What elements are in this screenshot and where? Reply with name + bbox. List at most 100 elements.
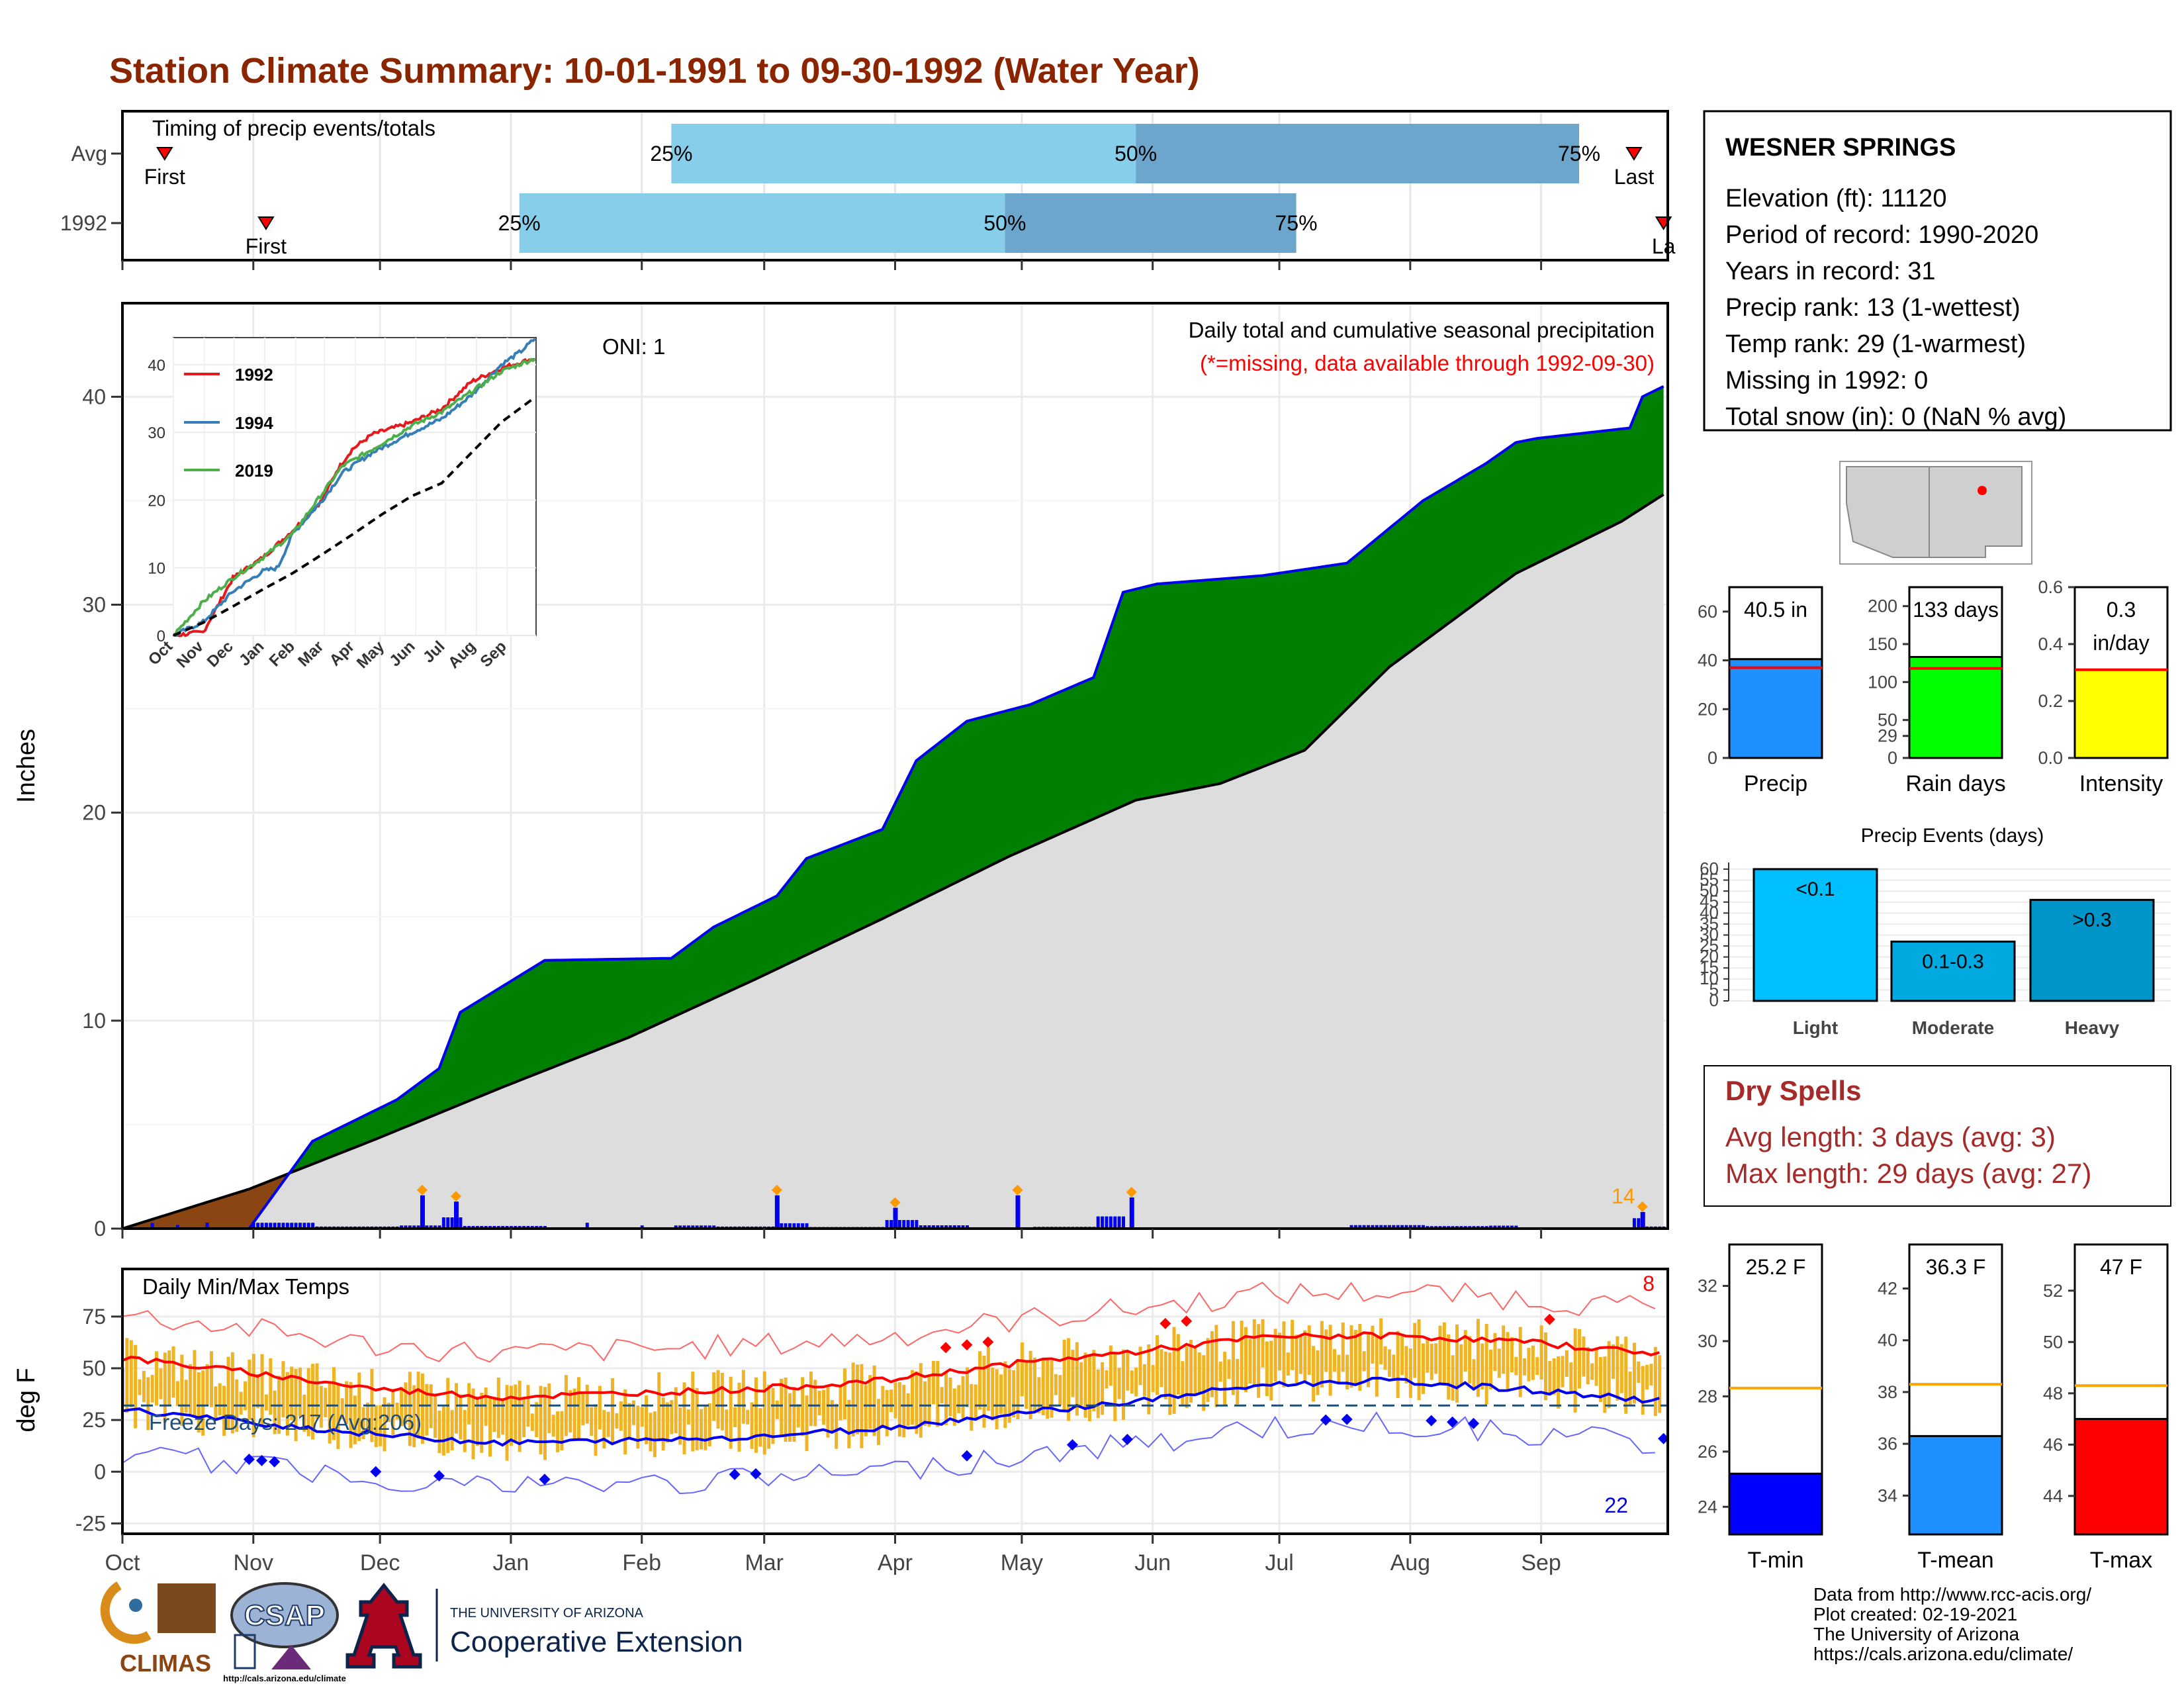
daily-temp-range [302,1394,306,1432]
daily-temp-range [923,1381,927,1426]
daily-temp-range [467,1383,471,1425]
temp-x-tick-label: Oct [105,1550,140,1575]
daily-temp-range [665,1402,669,1443]
daily-temp-range [1324,1329,1328,1372]
daily-temp-range [361,1407,365,1440]
daily-temp-range [387,1403,390,1423]
daily-precip-bar-large [1129,1197,1134,1229]
timing-label: Timing of precip events/totals [152,116,435,140]
daily-temp-range [1278,1333,1282,1371]
daily-temp-range [965,1367,969,1407]
daily-temp-range [125,1338,129,1413]
daily-temp-range [636,1405,640,1449]
daily-temp-range [611,1378,615,1444]
ua-top-text: THE UNIVERSITY OF ARIZONA [450,1606,644,1620]
daily-precip-bar [704,1225,707,1229]
precip-summary-value-unit: in/day [2093,631,2149,655]
avg-min-temp-line [122,1376,1660,1447]
daily-temp-range [539,1385,543,1454]
daily-temp-range [936,1360,940,1427]
temp-x-tick-label: Sep [1521,1550,1561,1575]
daily-temp-range [1649,1364,1653,1385]
daily-precip-bar-large [454,1201,459,1229]
inset-x-tick-label: Jul [420,637,449,667]
daily-temp-range [226,1356,230,1430]
daily-temp-range [379,1405,383,1446]
daily-temp-range [1637,1361,1641,1383]
daily-temp-range [488,1397,492,1457]
daily-temp-range [273,1390,277,1434]
daily-temp-range [484,1387,488,1426]
daily-precip-bar [1362,1225,1366,1229]
daily-precip-bar [285,1223,289,1229]
timing-bar-q25-q50 [671,124,1136,183]
daily-temp-range [155,1351,159,1406]
daily-temp-range [1543,1332,1547,1401]
csap-text: CSAP [244,1599,325,1632]
daily-precip-bar [700,1225,704,1229]
daily-temp-range [1328,1325,1332,1396]
daily-temp-range [1518,1327,1522,1397]
daily-temp-range [1286,1352,1290,1376]
station-snow: Total snow (in): 0 (NaN % avg) [1725,403,2066,431]
daily-temp-range [1404,1346,1408,1383]
record-high-marker [1181,1315,1193,1327]
daily-temp-range [1578,1329,1582,1389]
large-event-marker [1126,1186,1137,1197]
daily-temp-range [1624,1336,1628,1414]
daily-temp-range [1181,1361,1185,1407]
daily-temp-range [1257,1324,1261,1398]
daily-temp-range [1261,1319,1265,1368]
daily-temp-range [746,1409,750,1425]
raindays-category-label: Rain days [1905,771,2005,796]
daily-temp-range [543,1387,547,1460]
daily-precip-bar [897,1220,901,1229]
daily-temp-range [978,1351,982,1410]
inset-series-1994 [173,338,536,637]
intensity-category-label: Intensity [2079,771,2163,796]
temp-y-tick-label: 50 [82,1356,106,1380]
oni-label: ONI: 1 [602,334,665,359]
daily-temp-range [336,1384,340,1449]
events-y-tick-label: 40 [1700,902,1719,922]
daily-precip-bar [416,1225,420,1229]
csap-url: http://cals.arizona.edu/climate [223,1673,346,1683]
daily-temp-range [400,1387,404,1427]
daily-temp-range [1197,1352,1201,1395]
daily-precip-bar [311,1223,315,1229]
daily-temp-range [1071,1350,1075,1397]
daily-temp-range [1156,1335,1160,1395]
daily-temp-range [1603,1356,1607,1413]
daily-precip-bar [796,1223,800,1229]
daily-temp-range [1223,1352,1227,1405]
daily-temp-range [1087,1354,1091,1421]
daily-temp-range [830,1399,834,1434]
daily-temp-range [1582,1336,1586,1377]
daily-temp-range [944,1372,948,1425]
daily-precip-bar [446,1217,450,1229]
daily-temp-range [889,1389,893,1413]
daily-temp-range [1138,1346,1142,1385]
daily-temp-range [459,1394,463,1440]
inset-x-tick-label: Oct [145,637,176,669]
inset-x-tick-label: Feb [266,637,298,670]
daily-temp-range [1295,1335,1298,1383]
first-event-marker [257,216,275,230]
daily-temp-range [1117,1368,1121,1399]
daily-temp-range [1455,1324,1459,1403]
large-event-marker [889,1197,901,1208]
daily-temp-range [686,1409,690,1425]
daily-temp-range [201,1370,205,1436]
daily-precip-bar [931,1225,935,1229]
daily-temp-range [682,1382,686,1455]
daily-temp-range [244,1381,248,1411]
daily-temp-range [670,1400,674,1434]
last-event-label: Last [1614,165,1655,189]
daily-temp-range [383,1397,387,1452]
large-event-marker [1637,1201,1648,1212]
daily-temp-range [1472,1359,1476,1391]
daily-precip-bar [1375,1225,1379,1229]
daily-temp-range [1345,1354,1349,1389]
timing-bar-q50-q75 [1136,124,1580,183]
